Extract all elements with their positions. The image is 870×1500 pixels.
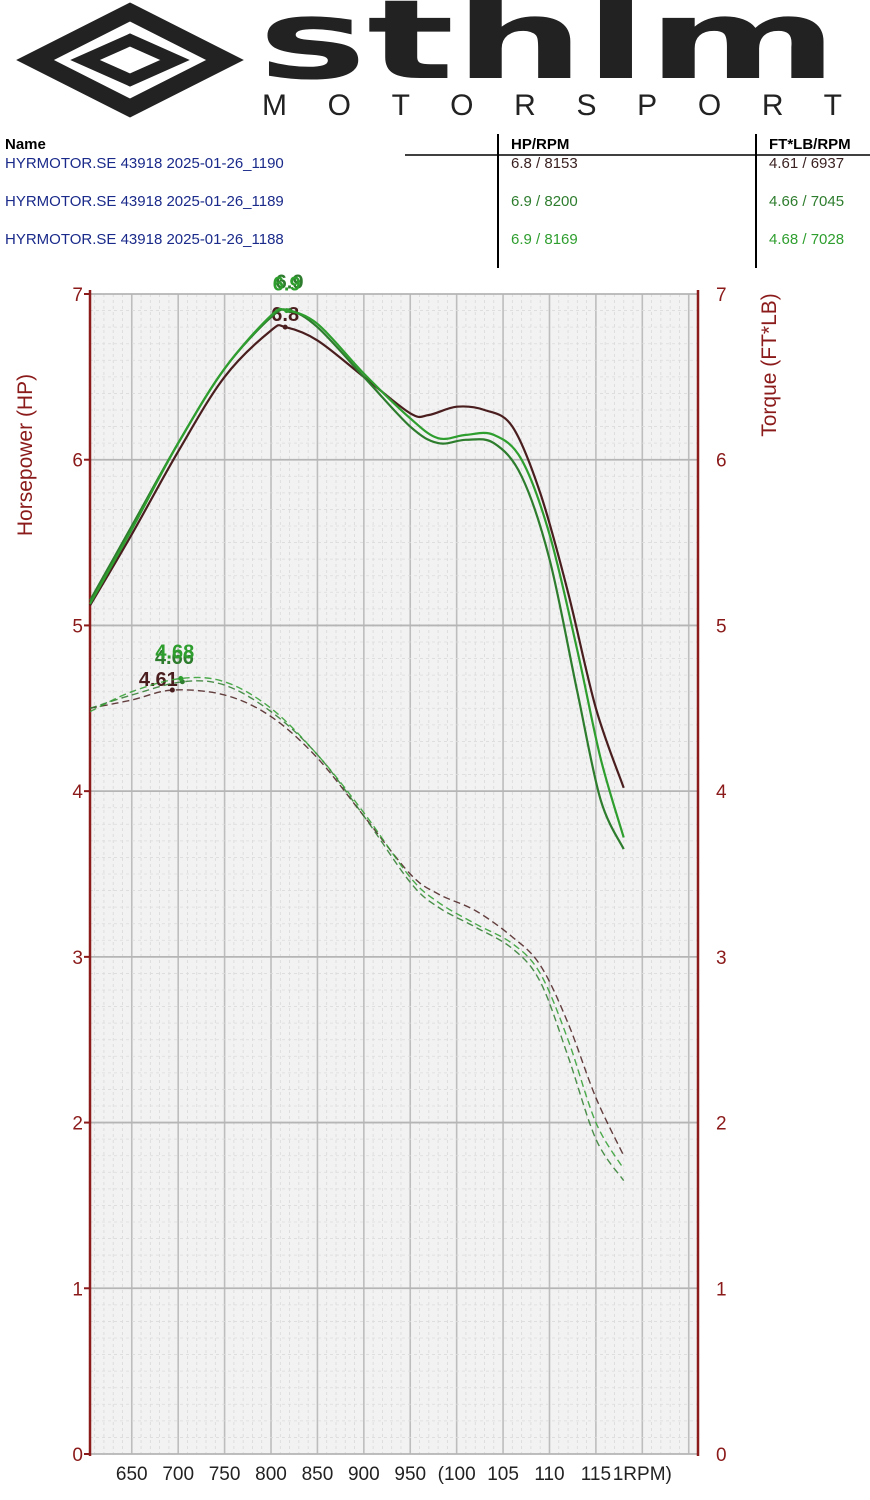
x-tick-label: 110 xyxy=(534,1464,564,1485)
torque-line xyxy=(89,676,625,1170)
sthlm-logo: sthlm MOTORSPORT xyxy=(16,0,842,122)
y-tick-right: 0 xyxy=(716,1445,727,1466)
y-axis-title-left: Horsepower (HP) xyxy=(14,374,37,536)
legend-row: HYRMOTOR.SE 43918 2025-01-26_1189 6.9 / 8… xyxy=(5,193,844,210)
hp-peak-point xyxy=(282,324,288,330)
hp-line xyxy=(89,324,625,789)
y-tick-left: 7 xyxy=(72,285,83,306)
y-tick-left: 3 xyxy=(72,948,83,969)
torque-peak-label: 4.68 xyxy=(155,641,194,663)
y-tick-left: 5 xyxy=(72,616,83,637)
torque-peak-point xyxy=(178,675,184,681)
y-tick-left: 0 xyxy=(72,1445,83,1466)
legend-run-hp: 6.9 / 8200 xyxy=(511,193,578,210)
y-tick-right: 7 xyxy=(716,285,727,306)
dyno-chart: 0 0 1 1 2 2 3 3 4 4 5 5 6 6 7 7 650 700 750 800 850 900 950 (1… xyxy=(14,272,781,1485)
x-tick-label: 105 xyxy=(487,1464,519,1485)
torque-peak-label: 4.66 xyxy=(155,647,194,669)
x-tick-label: 850 xyxy=(302,1464,334,1485)
y-tick-right: 4 xyxy=(716,782,727,803)
legend-run-name: HYRMOTOR.SE 43918 2025-01-26_1190 xyxy=(5,155,284,172)
legend-run-tq: 4.66 / 7045 xyxy=(769,193,844,210)
legend-run-name: HYRMOTOR.SE 43918 2025-01-26_1188 xyxy=(5,231,284,248)
x-tick-label: 115 xyxy=(581,1464,611,1485)
x-tick-label: 900 xyxy=(348,1464,380,1485)
y-tick-left: 6 xyxy=(72,451,83,472)
legend-run-tq: 4.61 / 6937 xyxy=(769,155,844,172)
y-tick-left: 4 xyxy=(72,782,83,803)
legend-row: HYRMOTOR.SE 43918 2025-01-26_1188 6.9 / 8… xyxy=(5,231,844,248)
y-tick-left: 2 xyxy=(72,1114,83,1135)
x-tick-label: (100 xyxy=(438,1464,476,1485)
x-tick-label: 800 xyxy=(255,1464,287,1485)
y-tick-right: 6 xyxy=(716,451,727,472)
torque-line xyxy=(89,689,625,1157)
series-2: 6.9 4.66 xyxy=(89,272,625,1181)
run-legend-table: Name HP/RPM FT*LB/RPM HYRMOTOR.SE 43918 … xyxy=(5,134,870,268)
y-tick-left: 1 xyxy=(72,1279,83,1300)
x-tick-label: 750 xyxy=(209,1464,241,1485)
torque-peak-point xyxy=(169,687,175,693)
legend-run-hp: 6.8 / 8153 xyxy=(511,155,578,172)
y-tick-right: 1 xyxy=(716,1279,727,1300)
torque-line xyxy=(89,680,625,1181)
legend-run-name: HYRMOTOR.SE 43918 2025-01-26_1189 xyxy=(5,193,284,210)
hp-peak-label: 6.8 xyxy=(271,304,299,326)
y-tick-right: 2 xyxy=(716,1114,727,1135)
torque-peak-label: 4.61 xyxy=(139,669,178,691)
legend-run-hp: 6.9 / 8169 xyxy=(511,231,578,248)
brand-name: sthlm xyxy=(258,0,838,104)
logo-mark xyxy=(16,2,244,118)
legend-header-hp: HP/RPM xyxy=(511,136,569,153)
x-tick-label: 700 xyxy=(162,1464,194,1485)
x-tick-label: 950 xyxy=(394,1464,426,1485)
legend-run-tq: 4.68 / 7028 xyxy=(769,231,844,248)
hp-line xyxy=(89,307,625,838)
hp-peak-point xyxy=(284,308,290,314)
x-tick-label: 1RPM) xyxy=(613,1464,672,1485)
legend-header-name: Name xyxy=(5,136,46,153)
x-tick-label: 650 xyxy=(116,1464,148,1485)
series-3: 6.9 4.68 xyxy=(89,274,625,1170)
y-tick-right: 3 xyxy=(716,948,727,969)
legend-header-tq: FT*LB/RPM xyxy=(769,136,851,153)
hp-peak-label: 6.9 xyxy=(276,272,304,294)
hp-peak-label: 6.9 xyxy=(273,274,301,296)
y-axis-title-right: Torque (FT*LB) xyxy=(758,293,781,437)
legend-row: HYRMOTOR.SE 43918 2025-01-26_1190 6.8 / 8… xyxy=(5,155,844,172)
y-tick-right: 5 xyxy=(716,616,727,637)
